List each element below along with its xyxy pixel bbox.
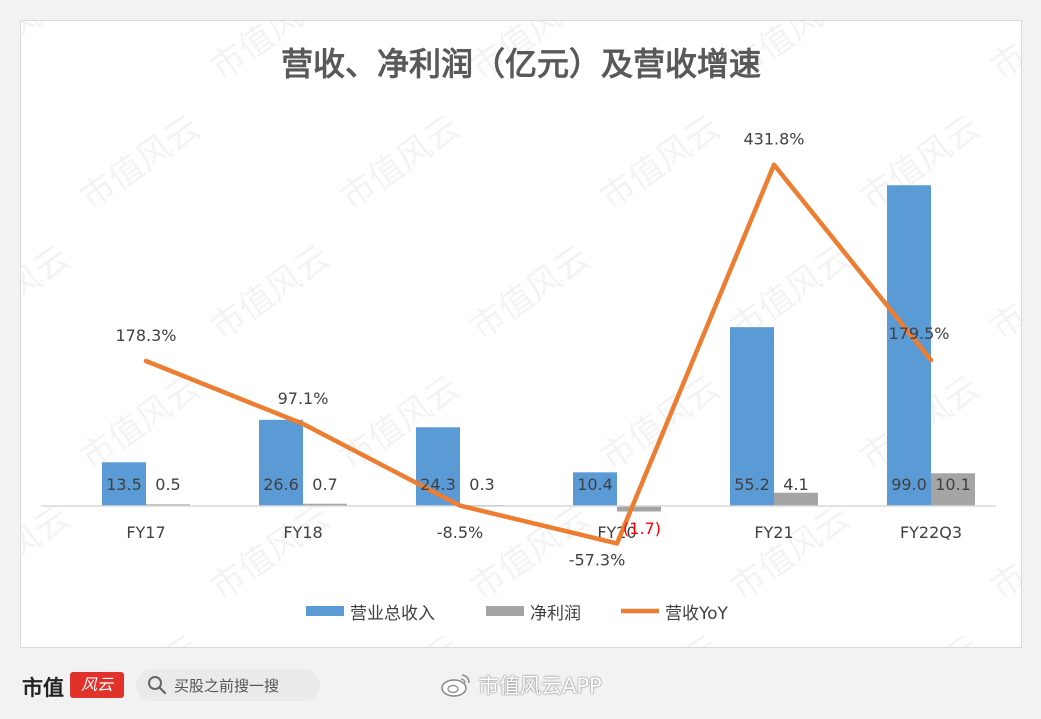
- search-icon: [148, 676, 167, 695]
- legend-label-yoy: 营收YoY: [665, 604, 729, 624]
- search-placeholder: 买股之前搜一搜: [174, 676, 280, 695]
- yoy-series-line: [143, 162, 934, 546]
- search-box[interactable]: 买股之前搜一搜: [136, 669, 320, 701]
- weibo-handle-text: 市值风云APP: [478, 674, 602, 698]
- profit-data-label: 4.1: [783, 475, 808, 494]
- watermark-text: 市值风云: [21, 21, 78, 88]
- revenue-bar: [730, 327, 774, 506]
- yoy-line-layer: [143, 162, 934, 546]
- revenue-bar: [887, 185, 931, 507]
- profit-bar: [617, 506, 661, 512]
- profit-data-label: 0.7: [312, 475, 337, 494]
- revenue-data-label: 26.6: [263, 475, 299, 494]
- yoy-data-label: 431.8%: [743, 130, 804, 149]
- watermark-text: 市值风云: [21, 238, 78, 349]
- data-labels-layer: 13.5 0.5 26.6 0.7 24.3 0.3 10.4 (1.7) 55.2 4.1 99.…: [106, 130, 971, 570]
- chart-canvas: 市值风云市值风云市值风云市值风云市值风云市值风云市值风云市值风云市值风云市值风云…: [21, 21, 1021, 647]
- watermark-text: 市值风云: [593, 108, 727, 219]
- bars-layer: [102, 185, 975, 512]
- profit-data-label: 0.3: [469, 475, 494, 494]
- chart-card: 市值风云市值风云市值风云市值风云市值风云市值风云市值风云市值风云市值风云市值风云…: [20, 20, 1022, 648]
- profit-bar: [146, 504, 190, 506]
- watermark-text: 市值风云: [73, 108, 207, 219]
- revenue-data-label: 24.3: [420, 475, 456, 494]
- watermark-text: 市值风云: [723, 498, 857, 609]
- profit-data-label: 10.1: [935, 475, 971, 494]
- watermark-text: 市值风云: [983, 498, 1021, 609]
- watermark-text: 市值风云: [21, 498, 78, 609]
- x-tick-labels: FY17 FY18 -8.5% FY20 FY21 FY22Q3: [126, 523, 962, 542]
- watermark-text: 市值风云: [593, 628, 727, 647]
- yoy-data-label: 178.3%: [115, 326, 176, 345]
- x-tick-label: -8.5%: [437, 523, 483, 542]
- chart-title: 营收、净利润（亿元）及营收增速: [281, 45, 761, 83]
- brand-name: 市值: [22, 675, 64, 700]
- x-tick-label: FY21: [754, 523, 793, 542]
- profit-bar: [303, 503, 347, 506]
- revenue-bar: [102, 462, 146, 506]
- profit-bar: [774, 492, 818, 506]
- footer-bar: 市值 风云 买股之前搜一搜 市值风云APP: [0, 652, 1041, 719]
- legend-label-profit: 净利润: [530, 604, 581, 624]
- watermark-text: 市值风云: [73, 368, 207, 479]
- watermark-text: 市值风云: [593, 368, 727, 479]
- x-tick-label: FY17: [126, 523, 165, 542]
- legend-label-revenue: 营业总收入: [350, 604, 435, 624]
- profit-data-label: 0.5: [155, 475, 180, 494]
- watermark-text: 市值风云: [853, 628, 987, 647]
- watermark-text: 市值风云: [983, 238, 1021, 349]
- revenue-bar: [259, 419, 303, 506]
- brand-logo: 风云: [70, 672, 124, 698]
- watermark-text: 市值风云: [333, 108, 467, 219]
- legend-swatch-profit: [486, 606, 524, 616]
- revenue-data-label: 13.5: [106, 475, 142, 494]
- x-tick-label: FY22Q3: [900, 523, 962, 542]
- watermark-text: 市值风云: [983, 21, 1021, 88]
- revenue-data-label: 10.4: [577, 475, 613, 494]
- yoy-data-label: 179.5%: [888, 324, 949, 343]
- yoy-data-label: 97.1%: [278, 389, 329, 408]
- legend-swatch-revenue: [306, 606, 344, 616]
- watermark-text: 市值风云: [203, 498, 337, 609]
- profit-bar: [931, 473, 975, 506]
- watermark-text: 市值风云: [463, 238, 597, 349]
- revenue-data-label: 99.0: [891, 475, 927, 494]
- watermark-text: 市值风云: [333, 628, 467, 647]
- watermark-text: 市值风云: [203, 238, 337, 349]
- weibo-icon: [441, 674, 470, 697]
- x-tick-label: FY20: [597, 523, 636, 542]
- x-tick-label: FY18: [283, 523, 322, 542]
- weibo-handle[interactable]: 市值风云APP: [440, 670, 602, 700]
- profit-data-label: (1.7): [623, 519, 661, 538]
- yoy-data-label: -57.3%: [569, 550, 626, 569]
- revenue-bar: [573, 472, 617, 506]
- watermark-text: 市值风云: [73, 628, 207, 647]
- revenue-data-label: 55.2: [734, 475, 770, 494]
- legend: 营业总收入 净利润 营收YoY: [306, 604, 729, 624]
